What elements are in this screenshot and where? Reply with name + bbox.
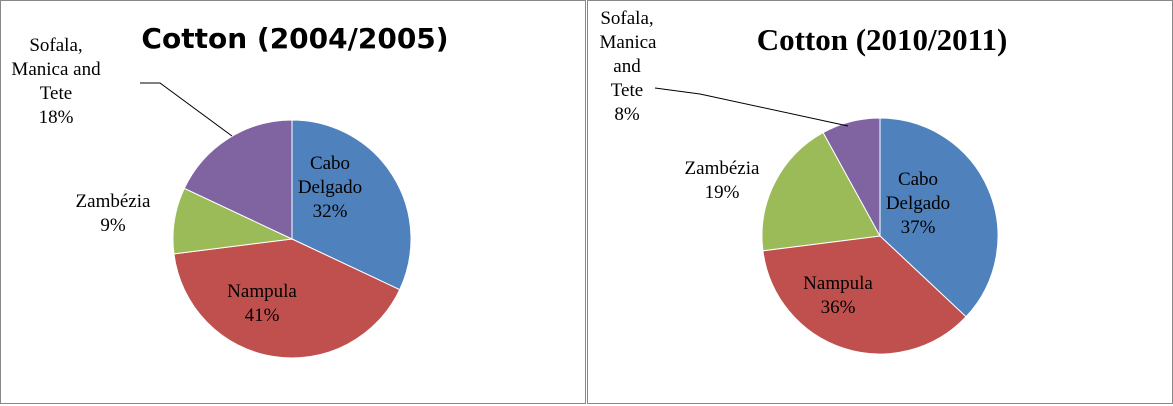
- slice-name: Zambézia: [75, 191, 151, 212]
- pie-slice: [822, 117, 881, 237]
- chart-panel: [0, 0, 586, 404]
- data-label: Zambézia 19%: [677, 157, 767, 205]
- slice-percent: 41%: [244, 305, 280, 326]
- pie-slice: [173, 238, 401, 359]
- slice-name: Cabo Delgado: [297, 153, 363, 198]
- data-label: Nampula 41%: [217, 280, 307, 328]
- slice-name: Cabo Delgado: [885, 169, 951, 214]
- pie-slice: [762, 235, 967, 355]
- slice-percent: 8%: [614, 104, 640, 125]
- chart-title: Cotton (2010/2011): [756, 22, 1008, 57]
- slice-percent: 19%: [704, 182, 740, 203]
- slice-percent: 9%: [100, 215, 126, 236]
- slice-percent: 18%: [38, 107, 74, 128]
- slice-percent: 32%: [312, 201, 348, 222]
- data-label: Nampula 36%: [793, 272, 883, 320]
- slice-percent: 36%: [820, 297, 856, 318]
- pie-slice: [761, 131, 881, 252]
- leader-line: [654, 87, 849, 127]
- pie-slice: [183, 119, 293, 240]
- slice-percent: 37%: [900, 217, 936, 238]
- slice-name: Nampula: [803, 273, 873, 294]
- slice-name: Sofala, Manica and Tete: [11, 35, 101, 104]
- chart-title: Cotton (2004/2005): [141, 22, 449, 55]
- leader-line: [140, 82, 233, 137]
- slice-name: Sofala, Manica and Tete: [599, 8, 657, 101]
- data-label: Cabo Delgado 37%: [878, 168, 958, 240]
- slice-name: Zambézia: [684, 158, 760, 179]
- data-label: Zambézia 9%: [68, 190, 158, 238]
- data-label: Sofala, Manica and Tete 8%: [599, 7, 657, 127]
- pie-slice: [879, 117, 999, 318]
- data-label: Cabo Delgado 32%: [290, 152, 370, 224]
- data-label: Sofala, Manica and Tete 18%: [11, 34, 101, 130]
- slice-name: Nampula: [227, 281, 297, 302]
- pie-slice: [291, 119, 412, 291]
